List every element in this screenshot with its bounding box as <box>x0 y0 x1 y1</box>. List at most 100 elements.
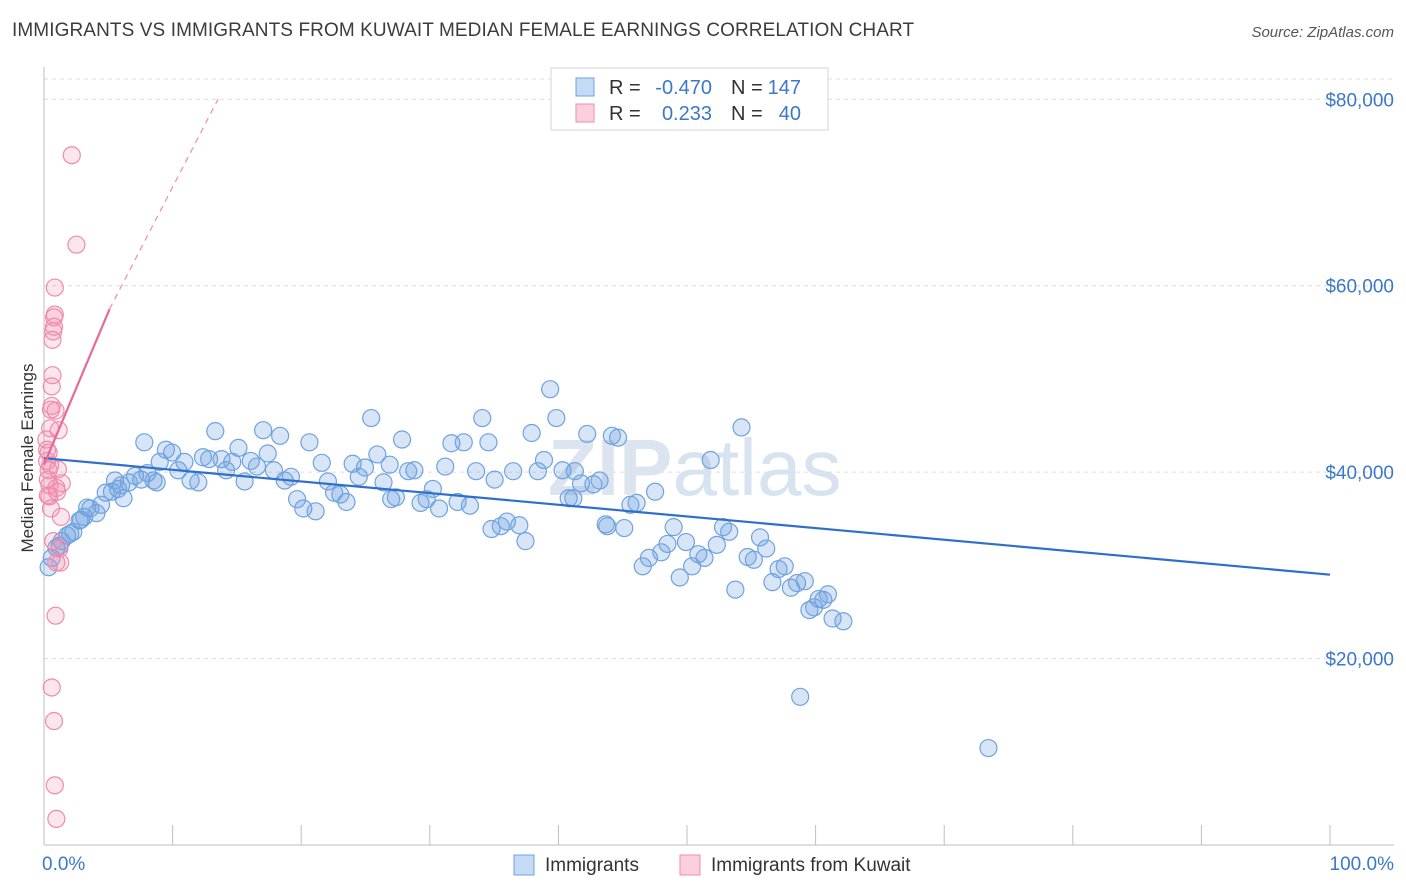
point-immigrants <box>608 428 628 447</box>
chart-title: IMMIGRANTS VS IMMIGRANTS FROM KUWAIT MED… <box>12 20 915 41</box>
point-immigrants <box>598 517 617 536</box>
point-immigrants <box>670 568 689 587</box>
point-immigrants <box>318 472 338 491</box>
point-kuwait <box>48 460 67 479</box>
point-immigrants <box>522 423 541 443</box>
point-immigrants <box>374 473 393 492</box>
point-immigrants <box>695 548 714 568</box>
y-axis-title: Median Female Earnings <box>18 364 37 553</box>
legend-top-box <box>550 67 829 131</box>
point-kuwait <box>67 235 86 254</box>
point-immigrants <box>135 433 154 452</box>
legend-bottom-swatch-immigrants <box>513 854 535 876</box>
point-immigrants <box>750 528 770 547</box>
point-immigrants <box>979 738 998 758</box>
point-immigrants <box>399 462 418 481</box>
legend-bottom-swatch-kuwait <box>679 854 701 876</box>
point-kuwait <box>44 532 63 551</box>
point-immigrants <box>254 421 273 440</box>
point-immigrants <box>757 539 776 558</box>
point-kuwait <box>48 482 67 501</box>
y-tick-label: $20,000 <box>1325 650 1394 671</box>
point-immigrants <box>823 609 842 628</box>
points-layer <box>37 146 998 829</box>
point-immigrants <box>547 408 566 428</box>
legend-r-label-1: R = <box>609 77 641 99</box>
legend-bottom: Immigrants Immigrants from Kuwait <box>513 854 911 876</box>
point-immigrants <box>516 532 535 551</box>
point-kuwait <box>46 401 65 420</box>
point-immigrants <box>189 473 208 492</box>
point-immigrants <box>306 502 325 521</box>
legend-n-value-1: 147 <box>768 77 801 99</box>
legend-bottom-label-immigrants: Immigrants <box>545 855 639 876</box>
x-tick-label: 0.0% <box>42 854 85 875</box>
point-immigrants <box>720 522 739 541</box>
point-immigrants <box>87 504 106 523</box>
point-immigrants <box>627 493 646 513</box>
point-immigrants <box>473 408 492 428</box>
legend-n-label-2: N = <box>731 103 763 125</box>
point-immigrants <box>818 585 838 604</box>
point-immigrants <box>162 443 182 462</box>
point-immigrants <box>206 422 225 441</box>
point-immigrants <box>590 471 609 490</box>
point-immigrants <box>485 470 504 489</box>
point-kuwait <box>41 499 61 518</box>
trend-layer <box>42 99 1331 576</box>
point-kuwait <box>50 539 69 558</box>
point-immigrants <box>676 532 696 552</box>
y-tick-label: $40,000 <box>1325 463 1394 484</box>
watermark: ZIPatlas <box>548 423 841 512</box>
trendline-immigrants <box>43 457 1331 576</box>
point-immigrants <box>732 418 751 437</box>
grid-layer: $20,000 $40,000 $60,000 $80,000 <box>44 78 1394 671</box>
point-immigrants <box>646 482 665 501</box>
point-immigrants <box>460 496 480 515</box>
point-immigrants <box>466 462 486 481</box>
point-immigrants <box>454 433 473 452</box>
legend-r-label-2: R = <box>609 103 641 125</box>
point-immigrants <box>795 572 814 591</box>
watermark-atlas: atlas <box>672 423 841 512</box>
y-tick-label: $80,000 <box>1325 90 1394 111</box>
source-label: Source: ZipAtlas.com <box>1251 24 1394 41</box>
point-immigrants <box>405 461 424 480</box>
point-immigrants <box>287 490 307 509</box>
point-immigrants <box>91 495 111 514</box>
point-immigrants <box>564 489 583 508</box>
y-tick-label: $60,000 <box>1325 277 1394 298</box>
point-immigrants <box>281 467 301 486</box>
point-immigrants <box>337 492 356 512</box>
point-immigrants <box>578 424 597 444</box>
point-immigrants <box>664 518 683 537</box>
point-immigrants <box>392 430 412 449</box>
point-immigrants <box>534 450 554 470</box>
axis-layer: 0.0% 100.0% <box>42 67 1394 875</box>
point-immigrants <box>726 580 745 599</box>
point-immigrants <box>482 519 501 539</box>
legend-top: R = -0.470 N = 147 R = 0.233 N = 40 <box>550 67 829 131</box>
point-immigrants <box>271 426 290 445</box>
point-kuwait <box>45 278 64 297</box>
point-immigrants <box>229 438 248 458</box>
point-immigrants <box>479 433 498 452</box>
point-immigrants <box>78 498 97 517</box>
point-kuwait <box>51 553 70 572</box>
legend-n-value-2: 40 <box>779 103 801 125</box>
legend-n-label-1: N = <box>731 77 763 99</box>
point-immigrants <box>658 534 677 554</box>
point-immigrants <box>200 449 219 469</box>
point-kuwait <box>47 809 66 829</box>
point-immigrants <box>147 473 166 492</box>
point-kuwait <box>45 305 64 324</box>
point-immigrants <box>834 612 853 631</box>
point-immigrants <box>744 550 763 569</box>
point-immigrants <box>528 462 547 481</box>
point-immigrants <box>300 433 319 452</box>
point-immigrants <box>791 687 810 706</box>
point-kuwait <box>44 711 64 731</box>
point-immigrants <box>112 476 131 495</box>
point-kuwait <box>47 553 66 572</box>
point-immigrants <box>212 449 231 469</box>
